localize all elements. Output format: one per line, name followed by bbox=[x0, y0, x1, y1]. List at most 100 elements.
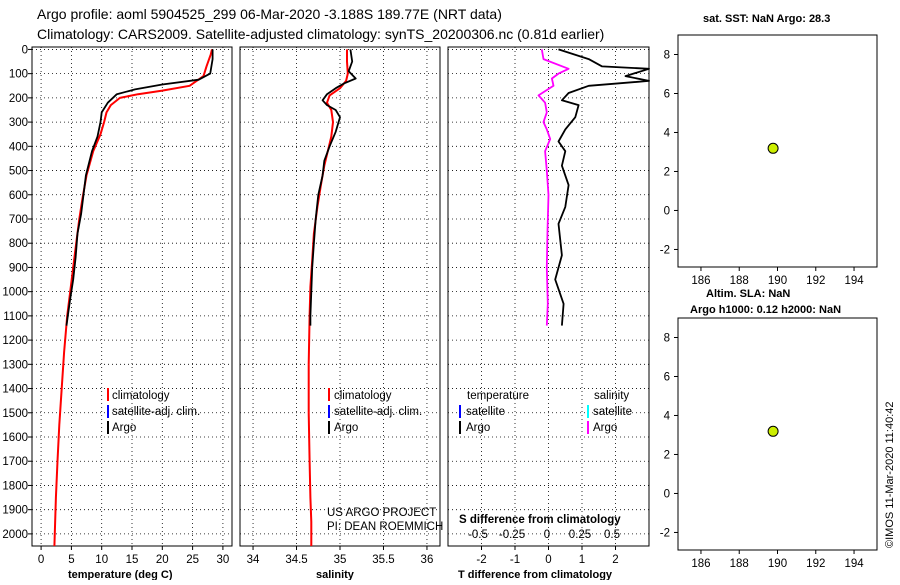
x-tick-label: 5 bbox=[68, 554, 74, 566]
y-tick-label: 500 bbox=[9, 166, 28, 178]
y-tick-label: 2000 bbox=[2, 529, 28, 541]
secondary-x-tick-label: 0.5 bbox=[604, 529, 620, 541]
x-tick-label: 35 bbox=[334, 554, 347, 566]
y-tick-label: 1100 bbox=[3, 311, 28, 323]
timestamp-label: ©IMOS 11-Mar-2020 11:40:42 bbox=[884, 402, 896, 549]
y-tick-label: 0 bbox=[664, 205, 670, 217]
location-point bbox=[767, 142, 779, 154]
y-tick-label: 100 bbox=[9, 69, 28, 81]
x-tick-label: 34 bbox=[247, 554, 260, 566]
secondary-x-tick-label: -0.25 bbox=[499, 529, 525, 541]
s-difference-label: S difference from climatology bbox=[459, 514, 621, 526]
x-tick-label: 36 bbox=[421, 554, 434, 566]
x-tick-label: 192 bbox=[806, 558, 825, 570]
legend-salinity-heading: salinity bbox=[594, 390, 629, 402]
series-line bbox=[65, 49, 214, 326]
legend-t-satellite-label: satellite bbox=[466, 406, 505, 418]
salinity-xlabel: salinity bbox=[316, 569, 355, 580]
legend-t-argo-label: Argo bbox=[466, 422, 490, 434]
y-tick-label: 600 bbox=[9, 190, 28, 202]
y-tick-label: 1500 bbox=[2, 408, 28, 420]
series-line bbox=[537, 49, 570, 326]
legend-argo-label: Argo bbox=[112, 422, 136, 434]
secondary-x-tick-label: 0 bbox=[544, 529, 550, 541]
credit-project: US ARGO PROJECT bbox=[327, 507, 436, 519]
secondary-x-tick-label: -0.5 bbox=[468, 529, 488, 541]
x-tick-label: 0 bbox=[545, 554, 551, 566]
x-tick-label: 2 bbox=[612, 554, 618, 566]
x-tick-label: 194 bbox=[844, 558, 864, 570]
y-tick-label: -2 bbox=[660, 527, 670, 539]
y-tick-label: 1900 bbox=[2, 505, 28, 517]
title-line-2: Climatology: CARS2009. Satellite-adjuste… bbox=[37, 26, 604, 42]
x-tick-label: 188 bbox=[730, 275, 749, 287]
x-tick-label: 188 bbox=[730, 558, 749, 570]
series-line bbox=[307, 49, 349, 546]
y-tick-label: 8 bbox=[664, 332, 670, 344]
difference-legend: temperature satellite Argo salinity sate… bbox=[459, 390, 632, 434]
x-tick-label: 1 bbox=[579, 554, 585, 566]
y-tick-label: 300 bbox=[9, 117, 28, 129]
legend-climatology-label: climatology bbox=[334, 390, 392, 402]
legend-s-satellite-label: satellite bbox=[593, 406, 632, 418]
x-tick-label: 190 bbox=[768, 558, 787, 570]
right-bottom-title-2: Argo h1000: 0.12 h2000: NaN bbox=[690, 304, 841, 316]
x-tick-label: -2 bbox=[476, 554, 486, 566]
right-bottom-title-1: Altim. SLA: NaN bbox=[706, 288, 790, 300]
x-tick-label: 0 bbox=[38, 554, 44, 566]
legend-satellite-label: satellite-adj. clim. bbox=[112, 406, 200, 418]
salinity-legend: climatology satellite-adj. clim. Argo bbox=[328, 388, 422, 434]
x-tick-label: 194 bbox=[844, 275, 864, 287]
y-tick-label: 1700 bbox=[2, 456, 28, 468]
y-tick-label: 1400 bbox=[2, 384, 28, 396]
y-tick-label: 6 bbox=[664, 88, 670, 100]
x-tick-label: 30 bbox=[217, 554, 230, 566]
x-tick-label: 186 bbox=[691, 275, 710, 287]
y-tick-label: 700 bbox=[9, 214, 28, 226]
secondary-x-tick-label: 0.25 bbox=[569, 529, 591, 541]
x-tick-label: 10 bbox=[95, 554, 108, 566]
title-line-1: Argo profile: aoml 5904525_299 06-Mar-20… bbox=[37, 6, 502, 22]
y-tick-label: 6 bbox=[664, 371, 670, 383]
x-tick-label: 186 bbox=[691, 558, 710, 570]
x-tick-label: 25 bbox=[186, 554, 199, 566]
right-top-title: sat. SST: NaN Argo: 28.3 bbox=[703, 13, 830, 25]
y-tick-label: 200 bbox=[9, 93, 28, 105]
legend-satellite-label: satellite-adj. clim. bbox=[334, 406, 422, 418]
y-tick-label: 1000 bbox=[2, 287, 28, 299]
temperature-xlabel: temperature (deg C) bbox=[68, 569, 173, 580]
series-line bbox=[309, 49, 357, 326]
x-tick-label: 35.5 bbox=[372, 554, 394, 566]
x-tick-label: 192 bbox=[806, 275, 825, 287]
x-tick-label: -1 bbox=[510, 554, 520, 566]
legend-argo-label: Argo bbox=[334, 422, 358, 434]
y-tick-label: 8 bbox=[664, 49, 670, 61]
location-point bbox=[767, 425, 779, 437]
series-line bbox=[554, 48, 650, 326]
x-tick-label: 20 bbox=[156, 554, 169, 566]
y-tick-label: 0 bbox=[664, 488, 670, 500]
credit-pi: PI: DEAN ROEMMICH bbox=[327, 521, 443, 533]
legend-climatology-label: climatology bbox=[112, 390, 170, 402]
y-tick-label: 800 bbox=[9, 238, 28, 250]
legend-temperature-heading: temperature bbox=[467, 390, 529, 402]
y-tick-label: -2 bbox=[660, 244, 670, 256]
y-tick-label: 1300 bbox=[2, 359, 28, 371]
difference-xlabel: T difference from climatology bbox=[458, 569, 613, 580]
y-tick-label: 4 bbox=[664, 127, 671, 139]
legend-s-argo-label: Argo bbox=[593, 422, 617, 434]
y-tick-label: 0 bbox=[22, 44, 28, 56]
temperature-legend: climatology satellite-adj. clim. Argo bbox=[107, 388, 200, 434]
y-tick-label: 2 bbox=[664, 449, 670, 461]
y-tick-label: 1800 bbox=[2, 480, 28, 492]
x-tick-label: 15 bbox=[126, 554, 139, 566]
y-tick-label: 1600 bbox=[2, 432, 28, 444]
y-tick-label: 1200 bbox=[2, 335, 28, 347]
y-tick-label: 400 bbox=[9, 141, 28, 153]
x-tick-label: 34.5 bbox=[285, 554, 307, 566]
x-tick-label: 190 bbox=[768, 275, 787, 287]
y-tick-label: 4 bbox=[664, 410, 671, 422]
series-line bbox=[53, 49, 213, 547]
y-tick-label: 2 bbox=[664, 166, 670, 178]
